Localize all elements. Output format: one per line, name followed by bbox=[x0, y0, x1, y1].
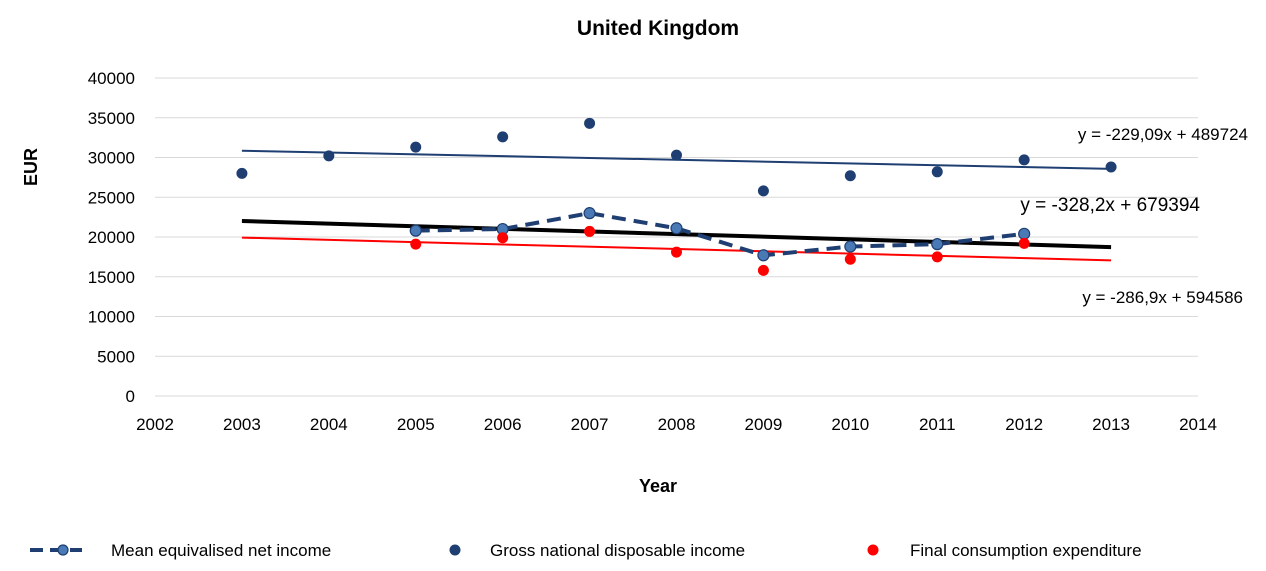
y-tick-label: 35000 bbox=[88, 109, 135, 128]
trend-equations: y = -229,09x + 489724 y = -328,2x + 67939… bbox=[1020, 125, 1248, 307]
data-point bbox=[409, 224, 422, 237]
data-point bbox=[757, 185, 769, 197]
data-point bbox=[931, 166, 943, 178]
legend-label: Mean equivalised net income bbox=[111, 541, 331, 560]
data-point bbox=[1018, 227, 1031, 240]
data-point bbox=[844, 240, 857, 253]
y-tick-label: 20000 bbox=[88, 228, 135, 247]
y-tick-label: 0 bbox=[126, 387, 135, 406]
data-point bbox=[670, 222, 683, 235]
legend-label: Gross national disposable income bbox=[490, 541, 745, 560]
trend-equation: y = -229,09x + 489724 bbox=[1078, 125, 1248, 144]
data-point bbox=[757, 249, 770, 262]
series bbox=[236, 117, 1117, 276]
x-tick-label: 2006 bbox=[484, 415, 522, 434]
x-tick-label: 2010 bbox=[831, 415, 869, 434]
data-point bbox=[1105, 161, 1117, 173]
data-point bbox=[323, 150, 335, 162]
data-point bbox=[410, 238, 422, 250]
data-point bbox=[931, 238, 944, 251]
data-point bbox=[497, 131, 509, 143]
data-point bbox=[584, 225, 596, 237]
data-point bbox=[757, 264, 769, 276]
x-tick-label: 2011 bbox=[919, 415, 956, 434]
y-tick-label: 5000 bbox=[97, 347, 135, 366]
y-tick-labels: 0 5000 10000 15000 20000 25000 30000 35000 40000 bbox=[88, 69, 135, 406]
data-point bbox=[671, 149, 682, 161]
data-point bbox=[844, 253, 856, 265]
grid bbox=[155, 77, 1198, 397]
data-point bbox=[583, 207, 596, 220]
x-tick-label: 2003 bbox=[223, 415, 261, 434]
legend-swatch bbox=[449, 544, 461, 556]
data-point bbox=[497, 232, 509, 244]
legend-swatch bbox=[57, 544, 69, 556]
x-tick-label: 2002 bbox=[136, 415, 174, 434]
x-axis-label: Year bbox=[639, 476, 677, 496]
x-tick-label: 2005 bbox=[397, 415, 435, 434]
x-tick-label: 2013 bbox=[1092, 415, 1130, 434]
x-tick-label: 2014 bbox=[1179, 415, 1217, 434]
x-tick-label: 2007 bbox=[571, 415, 609, 434]
trendlines bbox=[241, 149, 1112, 262]
data-point bbox=[1018, 237, 1030, 249]
data-point bbox=[844, 170, 856, 182]
y-tick-label: 30000 bbox=[88, 149, 135, 168]
trend-equation: y = -328,2x + 679394 bbox=[1020, 195, 1200, 216]
legend-swatch bbox=[867, 544, 879, 556]
series-line bbox=[415, 211, 1025, 258]
trend-equation: y = -286,9x + 594586 bbox=[1082, 288, 1243, 307]
y-tick-label: 10000 bbox=[88, 308, 135, 327]
data-point bbox=[584, 117, 596, 129]
y-tick-label: 25000 bbox=[88, 188, 135, 207]
chart-title: United Kingdom bbox=[577, 17, 739, 40]
x-tick-label: 2004 bbox=[310, 415, 348, 434]
x-tick-label: 2008 bbox=[658, 415, 696, 434]
y-axis-label: EUR bbox=[21, 148, 41, 186]
data-point bbox=[671, 246, 682, 258]
y-tick-label: 40000 bbox=[88, 69, 135, 88]
legend: Mean equivalised net income Gross nationa… bbox=[30, 541, 1142, 560]
x-tick-labels: 2002 2003 2004 2005 2006 2007 2008 2009 2010 2011… bbox=[136, 415, 1217, 434]
data-point bbox=[1018, 154, 1030, 166]
x-tick-label: 2012 bbox=[1005, 415, 1043, 434]
data-point bbox=[410, 141, 422, 153]
data-point bbox=[236, 167, 248, 179]
data-point bbox=[931, 251, 943, 263]
y-tick-label: 15000 bbox=[88, 268, 135, 287]
x-tick-label: 2009 bbox=[745, 415, 783, 434]
legend-label: Final consumption expenditure bbox=[910, 541, 1142, 560]
